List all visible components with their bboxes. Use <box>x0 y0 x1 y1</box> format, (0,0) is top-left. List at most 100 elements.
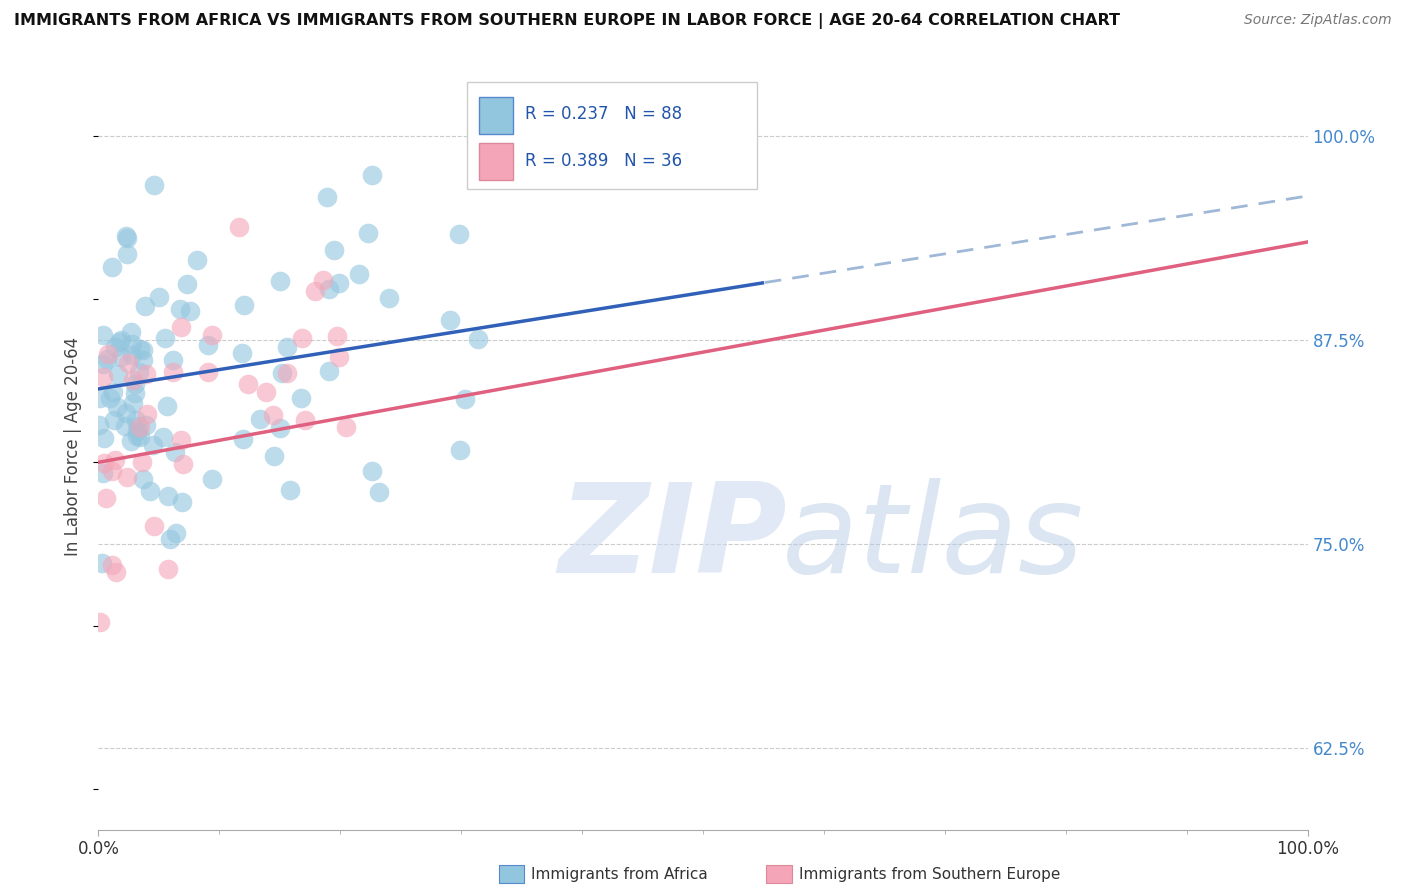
Point <box>269 274 291 288</box>
Point <box>125 428 148 442</box>
Point <box>201 472 224 486</box>
Point <box>122 396 145 410</box>
Point <box>169 433 191 447</box>
Point <box>467 333 489 347</box>
Point <box>439 313 461 327</box>
Point <box>136 407 159 421</box>
Point <box>93 456 115 470</box>
Point <box>105 400 128 414</box>
Point <box>143 519 166 533</box>
Text: ZIP: ZIP <box>558 477 786 599</box>
Point <box>135 367 157 381</box>
Point <box>90 557 112 571</box>
Point <box>162 365 184 379</box>
Point <box>269 421 291 435</box>
Point <box>312 273 335 287</box>
Point <box>172 495 194 509</box>
Point <box>172 457 194 471</box>
Y-axis label: In Labor Force | Age 20-64: In Labor Force | Age 20-64 <box>65 336 83 556</box>
Point <box>120 434 142 448</box>
Point <box>115 228 138 243</box>
Point <box>89 392 111 406</box>
Point <box>201 328 224 343</box>
Point <box>304 284 326 298</box>
Point <box>335 420 357 434</box>
Point <box>361 464 384 478</box>
Point <box>276 340 298 354</box>
Point <box>115 469 138 483</box>
Point <box>318 364 340 378</box>
Text: Source: ZipAtlas.com: Source: ZipAtlas.com <box>1244 13 1392 28</box>
Point <box>101 558 124 572</box>
Point <box>96 352 118 367</box>
Point <box>449 442 471 457</box>
Point <box>165 444 187 458</box>
Point <box>179 304 201 318</box>
Point <box>360 169 382 183</box>
Point <box>132 472 155 486</box>
Text: R = 0.389   N = 36: R = 0.389 N = 36 <box>526 152 682 169</box>
Point <box>162 353 184 368</box>
Bar <box>479 97 513 134</box>
Point <box>378 291 401 305</box>
Point <box>121 337 143 351</box>
Point <box>454 392 477 407</box>
Text: Immigrants from Southern Europe: Immigrants from Southern Europe <box>799 867 1060 881</box>
Point <box>290 392 312 406</box>
Point <box>117 356 139 370</box>
Point <box>165 525 187 540</box>
Point <box>132 343 155 358</box>
Point <box>127 418 149 433</box>
Point <box>155 331 177 345</box>
Point <box>197 338 219 352</box>
Point <box>101 384 124 399</box>
Point <box>176 277 198 291</box>
Point <box>316 190 339 204</box>
Point <box>107 367 129 381</box>
Point <box>142 178 165 193</box>
Point <box>169 301 191 316</box>
Point <box>115 406 138 420</box>
Point <box>276 366 298 380</box>
Point <box>129 419 152 434</box>
Point <box>322 243 344 257</box>
Point <box>91 467 114 481</box>
Point <box>128 365 150 379</box>
Point <box>347 267 370 281</box>
Point <box>142 438 165 452</box>
Point <box>132 352 155 367</box>
Point <box>93 431 115 445</box>
Point <box>89 615 111 629</box>
Point <box>262 408 284 422</box>
Point <box>447 227 470 241</box>
Point <box>101 464 124 478</box>
Point <box>105 565 128 579</box>
Point <box>236 377 259 392</box>
Point <box>249 412 271 426</box>
Point <box>278 483 301 498</box>
Point <box>152 430 174 444</box>
Point <box>91 369 114 384</box>
Point <box>231 346 253 360</box>
Text: Immigrants from Africa: Immigrants from Africa <box>531 867 709 881</box>
Point <box>94 491 117 506</box>
Text: R = 0.237   N = 88: R = 0.237 N = 88 <box>526 105 682 123</box>
Point <box>124 413 146 427</box>
Point <box>186 253 208 268</box>
Point <box>197 365 219 379</box>
Point <box>103 413 125 427</box>
Point <box>294 413 316 427</box>
Point <box>263 449 285 463</box>
FancyBboxPatch shape <box>467 81 758 189</box>
Point <box>110 350 132 364</box>
Point <box>115 231 138 245</box>
Point <box>328 277 350 291</box>
Point <box>129 342 152 356</box>
Point <box>120 325 142 339</box>
Point <box>232 298 254 312</box>
Point <box>104 340 127 354</box>
Point <box>110 333 132 347</box>
Point <box>117 247 139 261</box>
Point <box>156 489 179 503</box>
Point <box>156 562 179 576</box>
